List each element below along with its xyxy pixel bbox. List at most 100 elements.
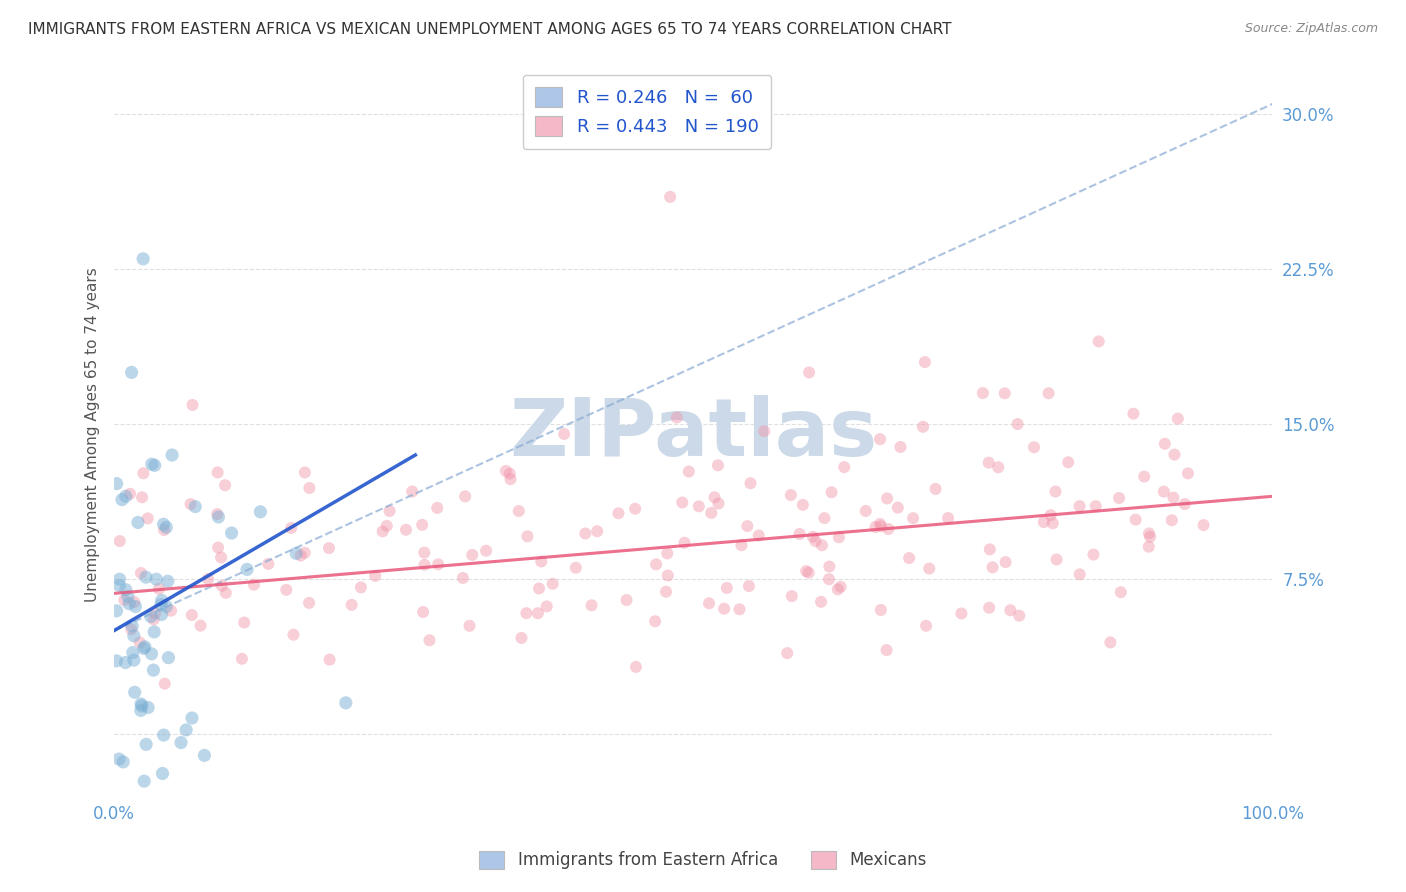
Point — [1038, 386, 1060, 401]
Point — [911, 419, 934, 434]
Point — [728, 602, 751, 616]
Text: IMMIGRANTS FROM EASTERN AFRICA VS MEXICAN UNEMPLOYMENT AMONG AGES 65 TO 74 YEARS: IMMIGRANTS FROM EASTERN AFRICA VS MEXICA… — [28, 22, 952, 37]
Point — [665, 410, 688, 425]
Point — [972, 386, 994, 401]
Point — [276, 582, 298, 597]
Point — [624, 501, 647, 516]
Point — [776, 646, 799, 660]
Point — [411, 517, 433, 532]
Point — [688, 500, 710, 514]
Point — [1192, 518, 1215, 533]
Point — [120, 623, 142, 637]
Point — [657, 568, 679, 582]
Point — [132, 467, 155, 481]
Point — [105, 654, 128, 668]
Point — [716, 581, 738, 595]
Point — [136, 700, 159, 714]
Point — [1069, 499, 1091, 513]
Point — [395, 523, 418, 537]
Point — [700, 506, 723, 520]
Point — [454, 489, 477, 503]
Point — [1153, 436, 1175, 450]
Point — [108, 572, 131, 586]
Point — [813, 511, 835, 525]
Point — [541, 576, 564, 591]
Point — [1000, 603, 1022, 617]
Point — [257, 557, 280, 571]
Point — [877, 522, 900, 536]
Point — [298, 596, 321, 610]
Point — [122, 653, 145, 667]
Point — [211, 579, 233, 593]
Point — [508, 504, 530, 518]
Point — [869, 432, 891, 446]
Point — [979, 542, 1001, 557]
Point — [1167, 411, 1189, 425]
Point — [207, 507, 229, 521]
Point — [157, 650, 180, 665]
Point — [530, 554, 553, 568]
Point — [108, 579, 131, 593]
Point — [994, 555, 1017, 569]
Point — [1045, 484, 1067, 499]
Point — [586, 524, 609, 539]
Point — [901, 511, 924, 525]
Point — [924, 482, 946, 496]
Point — [1177, 467, 1199, 481]
Point — [994, 386, 1017, 401]
Point — [280, 521, 302, 535]
Point — [1057, 455, 1080, 469]
Point — [616, 593, 638, 607]
Point — [143, 624, 166, 639]
Point — [129, 703, 152, 717]
Point — [160, 448, 183, 462]
Point — [114, 489, 136, 503]
Point — [697, 596, 720, 610]
Point — [114, 582, 136, 597]
Point — [236, 562, 259, 576]
Point — [1174, 497, 1197, 511]
Point — [737, 519, 759, 533]
Point — [1122, 407, 1144, 421]
Point — [375, 519, 398, 533]
Point — [134, 640, 156, 654]
Point — [378, 504, 401, 518]
Point — [659, 190, 682, 204]
Point — [142, 663, 165, 677]
Point — [122, 629, 145, 643]
Point — [495, 464, 517, 478]
Point — [136, 511, 159, 525]
Point — [112, 593, 135, 607]
Point — [118, 597, 141, 611]
Point — [671, 495, 693, 509]
Point — [981, 560, 1004, 574]
Point — [451, 571, 474, 585]
Point — [510, 631, 533, 645]
Point — [197, 572, 219, 586]
Point — [153, 676, 176, 690]
Point — [1042, 516, 1064, 531]
Point — [243, 577, 266, 591]
Point — [830, 580, 852, 594]
Point — [135, 570, 157, 584]
Point — [155, 520, 177, 534]
Point — [413, 546, 436, 560]
Point — [127, 516, 149, 530]
Point — [527, 606, 550, 620]
Point — [207, 510, 229, 524]
Point — [645, 558, 668, 572]
Point — [565, 561, 588, 575]
Point — [780, 488, 803, 502]
Point — [135, 737, 157, 751]
Point — [318, 652, 340, 666]
Point — [475, 543, 498, 558]
Point — [1139, 530, 1161, 544]
Point — [515, 606, 537, 620]
Point — [461, 548, 484, 562]
Point — [1099, 635, 1122, 649]
Point — [1008, 608, 1031, 623]
Point — [713, 601, 735, 615]
Point — [1137, 540, 1160, 554]
Point — [914, 355, 936, 369]
Point — [290, 549, 312, 563]
